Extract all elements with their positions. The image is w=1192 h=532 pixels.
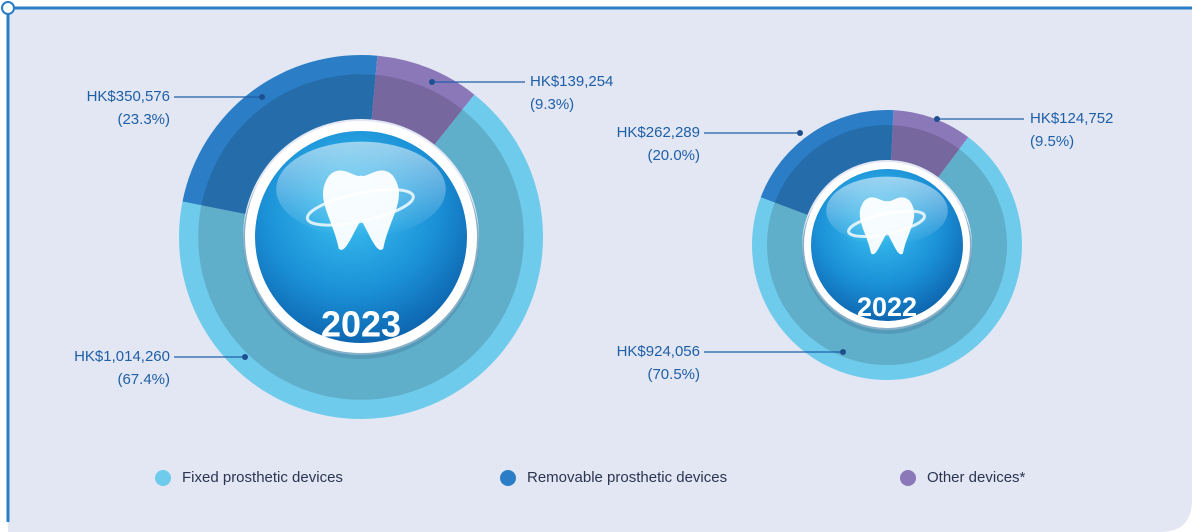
legend-swatch — [155, 470, 171, 486]
legend-label: Removable prosthetic devices — [527, 469, 727, 486]
value-label: HK$350,576 — [87, 88, 170, 105]
leader-dot — [259, 94, 265, 100]
leader-dot — [242, 354, 248, 360]
year-label: 2022 — [857, 292, 917, 322]
share-label: (67.4%) — [117, 371, 170, 388]
legend-label: Other devices* — [927, 469, 1026, 486]
value-label: HK$262,289 — [617, 124, 700, 141]
leader-dot — [934, 116, 940, 122]
legend-swatch — [900, 470, 916, 486]
chart: 2023 HK$1,014,260 (67.4%) HK$350,576 (23.3%)… — [0, 0, 1192, 532]
share-label: (70.5%) — [647, 366, 700, 383]
leader-dot — [840, 349, 846, 355]
year-label: 2023 — [321, 304, 401, 345]
share-label: (9.5%) — [1030, 133, 1074, 150]
legend-label: Fixed prosthetic devices — [182, 469, 343, 486]
legend-swatch — [500, 470, 516, 486]
share-label: (23.3%) — [117, 111, 170, 128]
leader-dot — [797, 130, 803, 136]
frame-dot — [2, 2, 14, 14]
value-label: HK$924,056 — [617, 343, 700, 360]
share-label: (20.0%) — [647, 147, 700, 164]
leader-dot — [429, 79, 435, 85]
value-label: HK$1,014,260 — [74, 348, 170, 365]
share-label: (9.3%) — [530, 96, 574, 113]
value-label: HK$124,752 — [1030, 110, 1113, 127]
value-label: HK$139,254 — [530, 73, 613, 90]
